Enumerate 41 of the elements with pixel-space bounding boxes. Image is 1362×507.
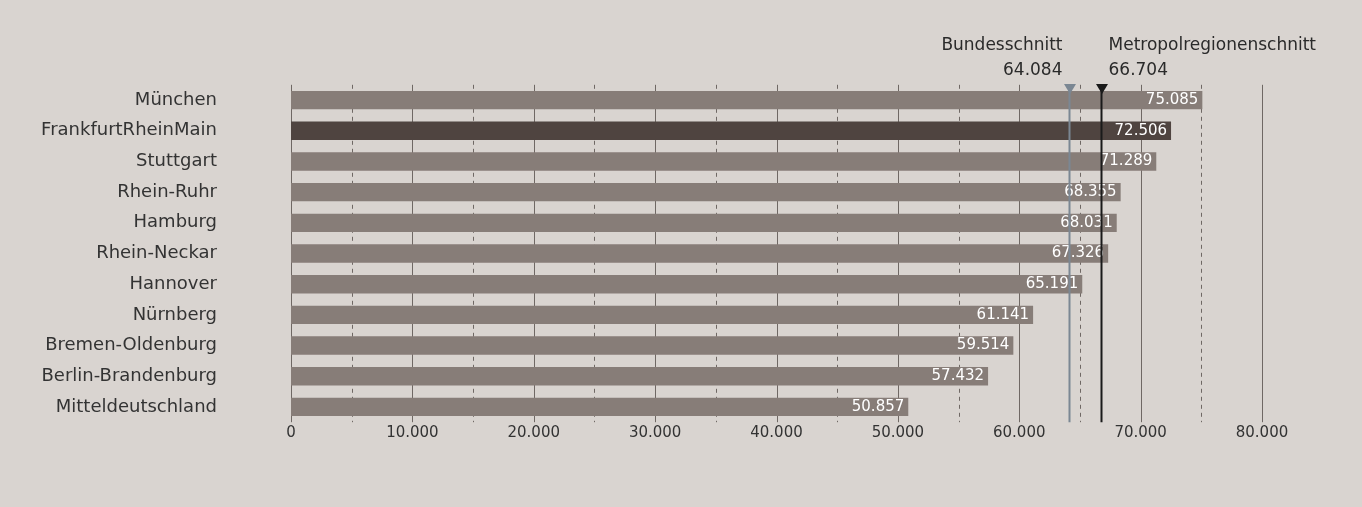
bar: [291, 90, 1203, 110]
ref-line-label: Metropolregionenschnitt 66.704: [1108, 33, 1317, 79]
bar: [291, 305, 1034, 325]
x-tick-label: 30.000: [628, 423, 682, 442]
x-tick-label: 10.000: [386, 423, 439, 442]
bar: [291, 182, 1121, 202]
bar: [291, 244, 1109, 263]
data-label: 50.857: [851, 396, 905, 415]
y-tick-label: Mitteldeutschland: [55, 394, 217, 416]
bar: [291, 121, 1172, 141]
bar: [291, 274, 1083, 294]
data-label: 57.432: [931, 366, 985, 385]
x-tick-label: 50.000: [871, 423, 925, 442]
y-tick-label: Hamburg: [133, 210, 217, 232]
ref-line-label: Bundesschnitt 64.084: [941, 33, 1063, 79]
data-label: 71.289: [1099, 151, 1153, 170]
x-tick-label: 70.000: [1114, 423, 1167, 442]
y-tick-label: Nürnberg: [132, 302, 217, 324]
x-tick-label: 0: [286, 423, 296, 442]
y-tick-label: Hannover: [129, 271, 218, 293]
y-tick-label: Rhein-Neckar: [96, 241, 218, 263]
y-tick-label: FrankfurtRheinMain: [41, 118, 217, 140]
data-label: 75.085: [1145, 90, 1199, 109]
x-tick-label: 20.000: [507, 423, 560, 442]
x-tick-label: 60.000: [993, 423, 1046, 442]
data-label: 72.506: [1114, 120, 1168, 139]
y-tick-label: Stuttgart: [136, 149, 217, 171]
x-tick-label: 40.000: [750, 423, 803, 442]
data-label: 59.514: [956, 335, 1010, 354]
bar: [291, 336, 1014, 355]
y-tick-label: Berlin-Brandenburg: [41, 363, 217, 385]
bar: [291, 213, 1117, 233]
data-label: 65.191: [1025, 274, 1079, 293]
data-label: 61.141: [976, 304, 1030, 323]
y-tick-label: Rhein-Ruhr: [117, 179, 218, 201]
bar: [291, 152, 1157, 171]
x-tick-label: 80.000: [1235, 423, 1289, 442]
bar: [291, 397, 909, 417]
bar: [291, 366, 989, 386]
y-tick-label: München: [134, 87, 217, 109]
y-tick-label: Bremen-Oldenburg: [45, 333, 217, 355]
